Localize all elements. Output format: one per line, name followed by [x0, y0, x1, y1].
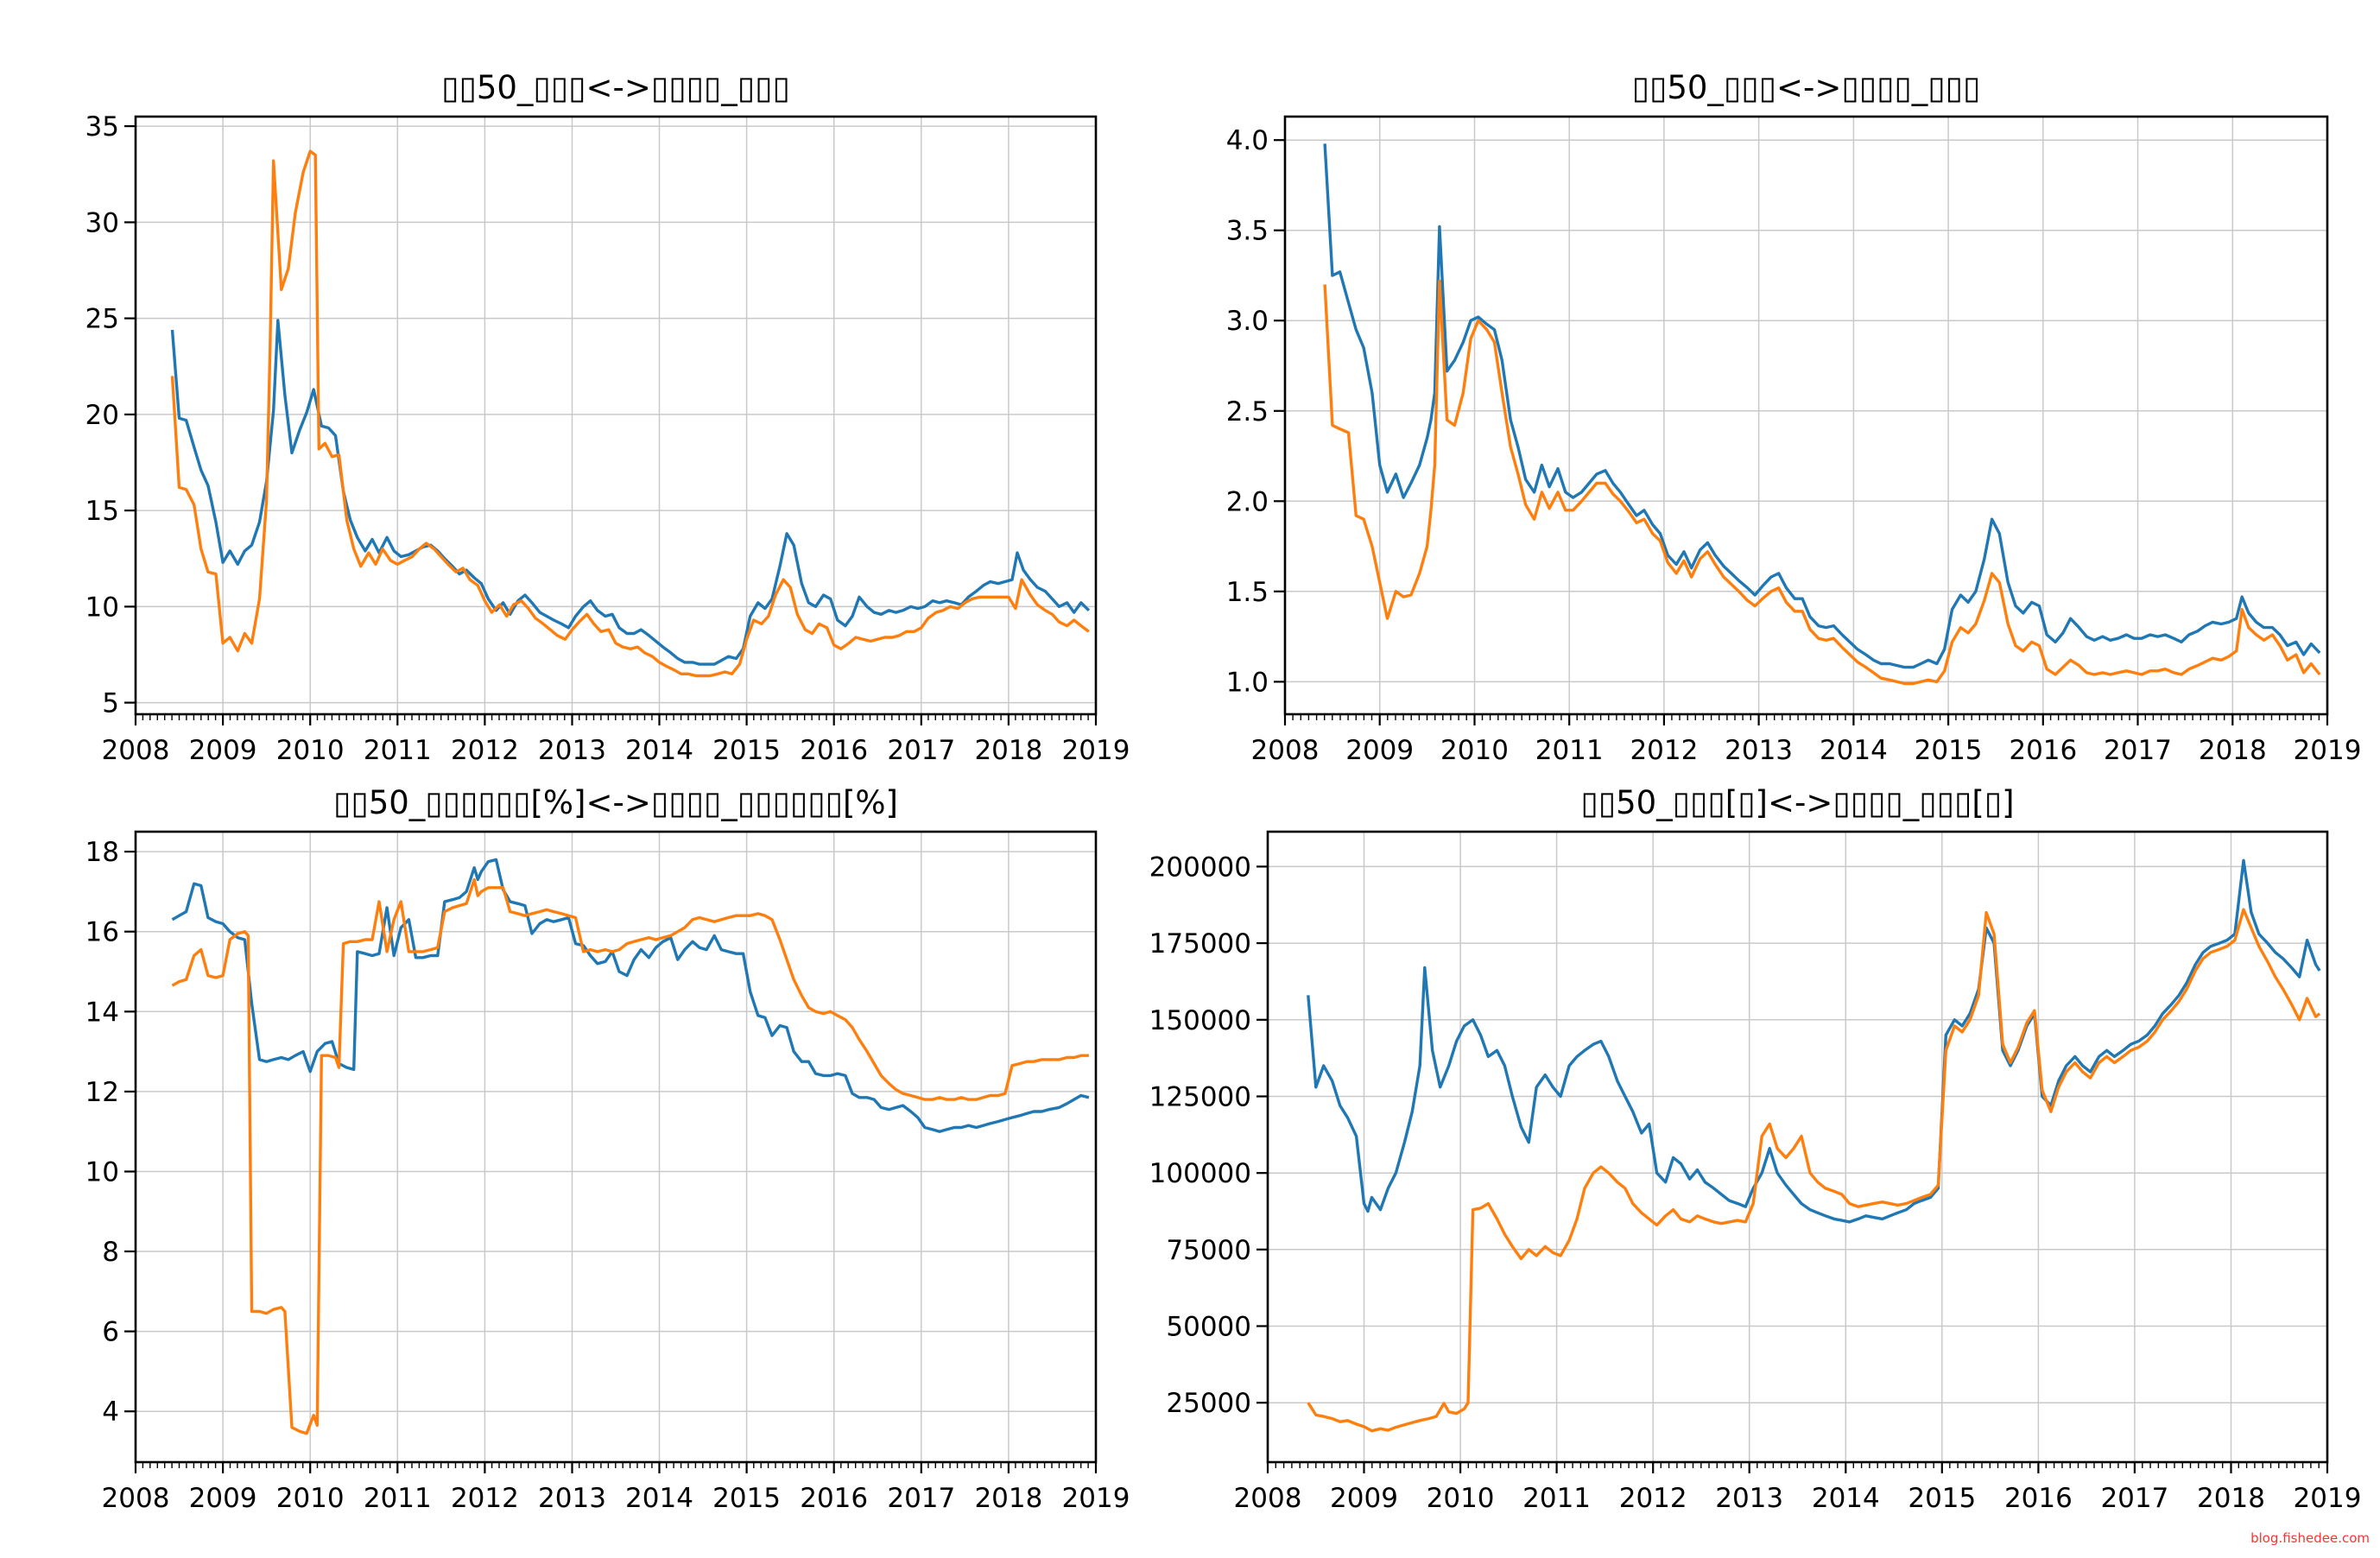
chart-title-bottom-right: ▯▯50_▯▯▯[▯]<->▯▯▯▯_▯▯▯[▯] [1580, 784, 2015, 821]
svg-text:2017: 2017 [2100, 1483, 2168, 1514]
svg-text:2018: 2018 [974, 735, 1042, 766]
svg-text:2015: 2015 [1908, 1483, 1976, 1514]
svg-text:2011: 2011 [364, 1483, 432, 1514]
svg-text:1.0: 1.0 [1226, 667, 1269, 698]
svg-text:15: 15 [85, 496, 119, 527]
svg-text:1.5: 1.5 [1226, 577, 1269, 608]
svg-text:2014: 2014 [1820, 735, 1888, 766]
svg-text:2010: 2010 [276, 1483, 345, 1514]
svg-text:2019: 2019 [1062, 735, 1130, 766]
svg-text:2017: 2017 [887, 735, 955, 766]
svg-text:12: 12 [85, 1077, 119, 1108]
watermark-url: blog.fishedee.com [2250, 1530, 2370, 1546]
svg-text:2015: 2015 [712, 735, 781, 766]
svg-text:2015: 2015 [712, 1483, 781, 1514]
svg-text:2.5: 2.5 [1226, 396, 1269, 428]
svg-text:200000: 200000 [1149, 852, 1251, 883]
svg-text:25: 25 [85, 304, 119, 335]
svg-text:100000: 100000 [1149, 1158, 1251, 1189]
svg-text:2019: 2019 [2294, 735, 2362, 766]
svg-text:2017: 2017 [2104, 735, 2172, 766]
svg-text:125000: 125000 [1149, 1082, 1251, 1113]
svg-text:2016: 2016 [2009, 735, 2077, 766]
svg-text:2013: 2013 [1715, 1483, 1783, 1514]
svg-text:2008: 2008 [1234, 1483, 1302, 1514]
svg-text:2009: 2009 [189, 735, 257, 766]
svg-text:2016: 2016 [2004, 1483, 2073, 1514]
svg-text:3.5: 3.5 [1226, 216, 1269, 247]
svg-text:2008: 2008 [102, 1483, 170, 1514]
svg-text:2012: 2012 [451, 735, 519, 766]
svg-text:30: 30 [85, 207, 119, 238]
svg-text:2015: 2015 [1915, 735, 1983, 766]
svg-text:2017: 2017 [887, 1483, 955, 1514]
svg-text:2014: 2014 [625, 1483, 693, 1514]
svg-text:50000: 50000 [1166, 1312, 1251, 1343]
svg-text:2010: 2010 [276, 735, 345, 766]
svg-text:6: 6 [102, 1317, 119, 1348]
svg-text:5: 5 [102, 688, 119, 719]
svg-text:2012: 2012 [451, 1483, 519, 1514]
chart-title-top-right: ▯▯50_▯▯▯<->▯▯▯▯_▯▯▯ [1631, 69, 1981, 106]
svg-text:2009: 2009 [1330, 1483, 1398, 1514]
svg-text:8: 8 [102, 1237, 119, 1268]
svg-text:4: 4 [102, 1396, 119, 1428]
svg-text:2014: 2014 [625, 735, 693, 766]
svg-text:2011: 2011 [1522, 1483, 1591, 1514]
svg-text:25000: 25000 [1166, 1388, 1251, 1419]
svg-text:16: 16 [85, 917, 119, 948]
svg-text:2013: 2013 [538, 735, 606, 766]
svg-text:2018: 2018 [2199, 735, 2267, 766]
svg-text:2012: 2012 [1619, 1483, 1687, 1514]
svg-text:4.0: 4.0 [1226, 125, 1269, 156]
svg-text:35: 35 [85, 111, 119, 142]
svg-text:2019: 2019 [1062, 1483, 1130, 1514]
svg-text:2011: 2011 [364, 735, 432, 766]
svg-text:175000: 175000 [1149, 928, 1251, 960]
svg-text:2013: 2013 [538, 1483, 606, 1514]
svg-text:2011: 2011 [1535, 735, 1604, 766]
svg-text:10: 10 [85, 592, 119, 623]
svg-text:2010: 2010 [1427, 1483, 1495, 1514]
svg-text:2010: 2010 [1440, 735, 1509, 766]
svg-text:20: 20 [85, 400, 119, 431]
svg-text:2.0: 2.0 [1226, 486, 1269, 517]
svg-text:150000: 150000 [1149, 1005, 1251, 1036]
svg-text:2016: 2016 [800, 735, 868, 766]
svg-text:2013: 2013 [1725, 735, 1793, 766]
svg-text:2018: 2018 [974, 1483, 1042, 1514]
svg-text:2008: 2008 [1251, 735, 1320, 766]
svg-text:10: 10 [85, 1157, 119, 1188]
svg-text:2012: 2012 [1630, 735, 1698, 766]
svg-text:2008: 2008 [102, 735, 170, 766]
svg-text:2014: 2014 [1812, 1483, 1880, 1514]
svg-text:2009: 2009 [189, 1483, 257, 1514]
svg-text:14: 14 [85, 997, 119, 1028]
chart-title-bottom-left: ▯▯50_▯▯▯▯▯▯[%]<->▯▯▯▯_▯▯▯▯▯▯[%] [333, 784, 898, 821]
svg-text:18: 18 [85, 837, 119, 868]
chart-title-top-left: ▯▯50_▯▯▯<->▯▯▯▯_▯▯▯ [441, 69, 790, 106]
svg-text:2019: 2019 [2294, 1483, 2362, 1514]
svg-text:3.0: 3.0 [1226, 306, 1269, 337]
svg-text:2018: 2018 [2197, 1483, 2265, 1514]
svg-text:75000: 75000 [1166, 1235, 1251, 1266]
svg-text:2009: 2009 [1345, 735, 1414, 766]
svg-text:2016: 2016 [800, 1483, 868, 1514]
